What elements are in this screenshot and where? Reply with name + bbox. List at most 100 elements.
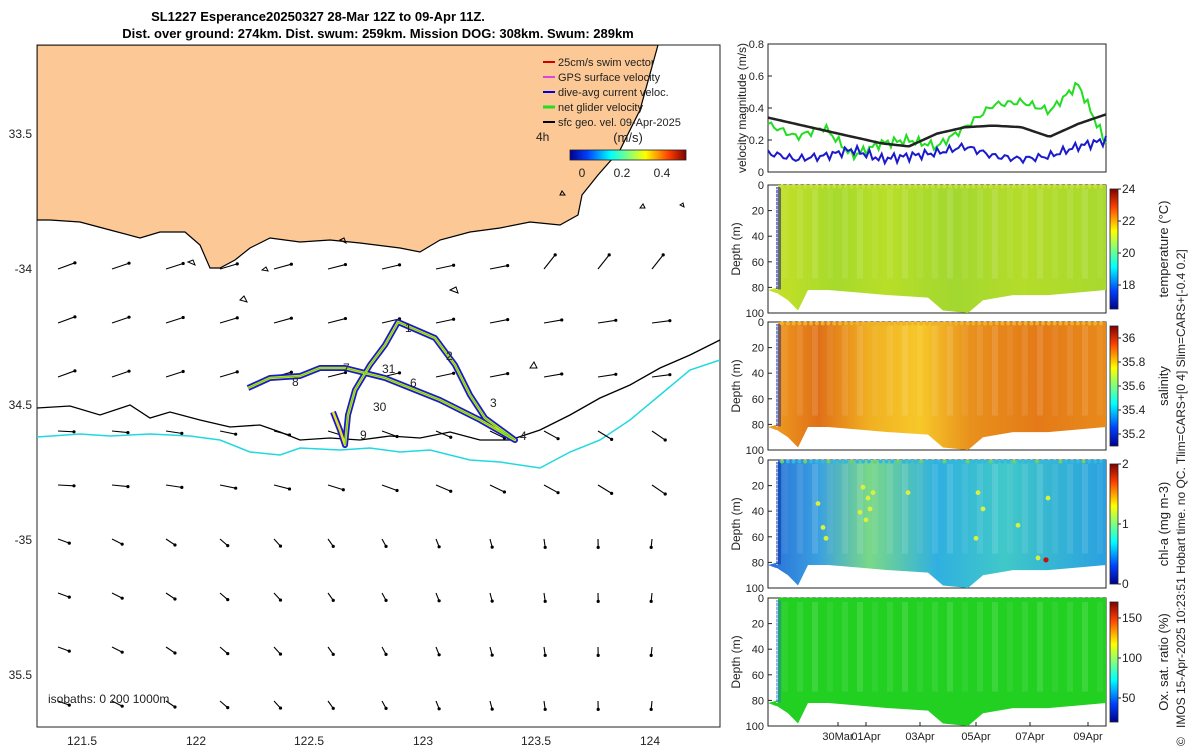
current-arrow-head: [506, 264, 510, 268]
surface-dot: [867, 459, 871, 464]
colorbar-title: (m/s): [613, 130, 643, 145]
surface-dot: [803, 459, 808, 464]
surface-dot: [820, 597, 825, 602]
track-label-6: 6: [410, 376, 417, 390]
current-arrow-head: [610, 491, 614, 495]
current-arrow-head: [596, 599, 600, 603]
vel-y-tick: 0.2: [749, 135, 764, 147]
surface-dot: [1000, 184, 1005, 189]
current-arrow-head: [235, 370, 239, 374]
current-arrow-head: [120, 704, 124, 708]
surface-dot: [1058, 184, 1063, 189]
surface-dot: [1052, 184, 1057, 189]
section-edge: [776, 600, 781, 703]
surface-dot: [977, 459, 982, 464]
colorbar-tick: 0: [579, 166, 586, 180]
current-arrow: [165, 592, 176, 600]
current-arrow-head: [437, 653, 441, 657]
current-arrow-head: [289, 370, 293, 374]
surface-dot: [872, 597, 877, 602]
section-stripe: [1037, 464, 1043, 554]
current-arrow: [57, 262, 76, 270]
legend-swim: 25cm/s swim vector: [558, 57, 655, 69]
current-arrow: [273, 538, 281, 547]
surface-dot: [1087, 184, 1092, 189]
surface-dot: [872, 321, 877, 326]
section-colorbar: [1109, 601, 1119, 723]
surface-dot: [884, 597, 889, 602]
current-arrow-head: [120, 542, 124, 546]
surface-dot: [1081, 321, 1086, 326]
current-arrow: [111, 370, 130, 378]
section-stripe: [1007, 189, 1013, 279]
surface-dot: [983, 459, 987, 464]
surface-dot: [913, 184, 918, 189]
colorbar-tick-label: 1: [1122, 517, 1129, 531]
side-caption: IMOS 15-Apr-2025 10:23:51 Hobart time. n…: [1174, 249, 1188, 728]
current-arrow-head: [289, 262, 293, 266]
current-arrow-head: [331, 706, 335, 710]
current-arrow-head: [73, 315, 77, 319]
current-arrow: [597, 373, 616, 378]
section-stripe: [977, 326, 983, 416]
y-tick: -34: [15, 262, 33, 276]
chl-dot: [1045, 495, 1051, 501]
current-arrow-head: [452, 317, 456, 321]
current-arrow-head: [226, 706, 230, 710]
current-arrow: [543, 319, 562, 324]
surface-dot: [1075, 597, 1080, 602]
vel-y-tick: 0: [758, 167, 764, 179]
current-arrow-head: [437, 545, 441, 549]
chl-dot: [863, 517, 869, 523]
surface-dot: [1023, 597, 1028, 602]
section-panel-0: 0 20 40 60 80 100 Depth (m) 24 22 20 18 temperature…: [729, 180, 1171, 320]
current-arrow-head: [560, 372, 564, 376]
surface-dot: [809, 597, 813, 602]
surface-dot: [890, 597, 895, 602]
current-arrow: [57, 538, 70, 544]
map-x-ticks: 121.5 122 122.5 123 123.5 124: [67, 734, 660, 748]
current-arrow: [57, 370, 76, 378]
current-arrow: [435, 264, 454, 270]
section-y-tick: 100: [746, 308, 764, 320]
surface-dot: [809, 459, 813, 464]
surface-dot: [791, 597, 796, 602]
surface-dot: [1006, 597, 1011, 602]
current-arrow: [57, 484, 75, 487]
current-arrow: [327, 372, 346, 378]
surface-dot: [919, 321, 924, 326]
copyright-mark: ©: [1174, 737, 1188, 746]
section-colorbar: [1109, 463, 1119, 585]
surface-dot: [814, 459, 819, 464]
surface-dot: [959, 597, 964, 602]
section-x-tick: 09Apr: [1073, 731, 1103, 743]
current-arrow-head: [395, 488, 399, 493]
section-y-tick: 60: [752, 532, 764, 544]
surface-dot: [1087, 459, 1092, 464]
section-x-tick: 30Mar: [822, 731, 854, 743]
current-arrow: [543, 254, 556, 270]
current-arrow: [219, 538, 229, 547]
surface-dot: [855, 459, 860, 464]
section-stripe: [797, 189, 803, 279]
x-tick: 121.5: [67, 734, 97, 748]
surface-dot: [959, 184, 964, 189]
section-stripe: [932, 602, 938, 692]
surface-dot: [884, 321, 889, 326]
surface-dot: [901, 184, 906, 189]
current-arrow-head: [397, 371, 402, 375]
current-arrow-head: [331, 652, 335, 656]
surface-dot: [925, 459, 929, 464]
current-arrow: [219, 263, 238, 270]
surface-dot: [803, 597, 808, 602]
surface-dot: [855, 597, 860, 602]
current-arrow-head: [384, 706, 388, 710]
velocity-series-2: [767, 135, 1107, 166]
section-stripe: [797, 326, 803, 416]
current-arrow-head: [73, 261, 77, 265]
x-tick: 122.5: [294, 734, 324, 748]
current-arrow-head: [72, 430, 76, 434]
surface-dot: [1012, 459, 1016, 464]
surface-dot: [1041, 321, 1045, 326]
surface-dot: [1046, 597, 1051, 602]
